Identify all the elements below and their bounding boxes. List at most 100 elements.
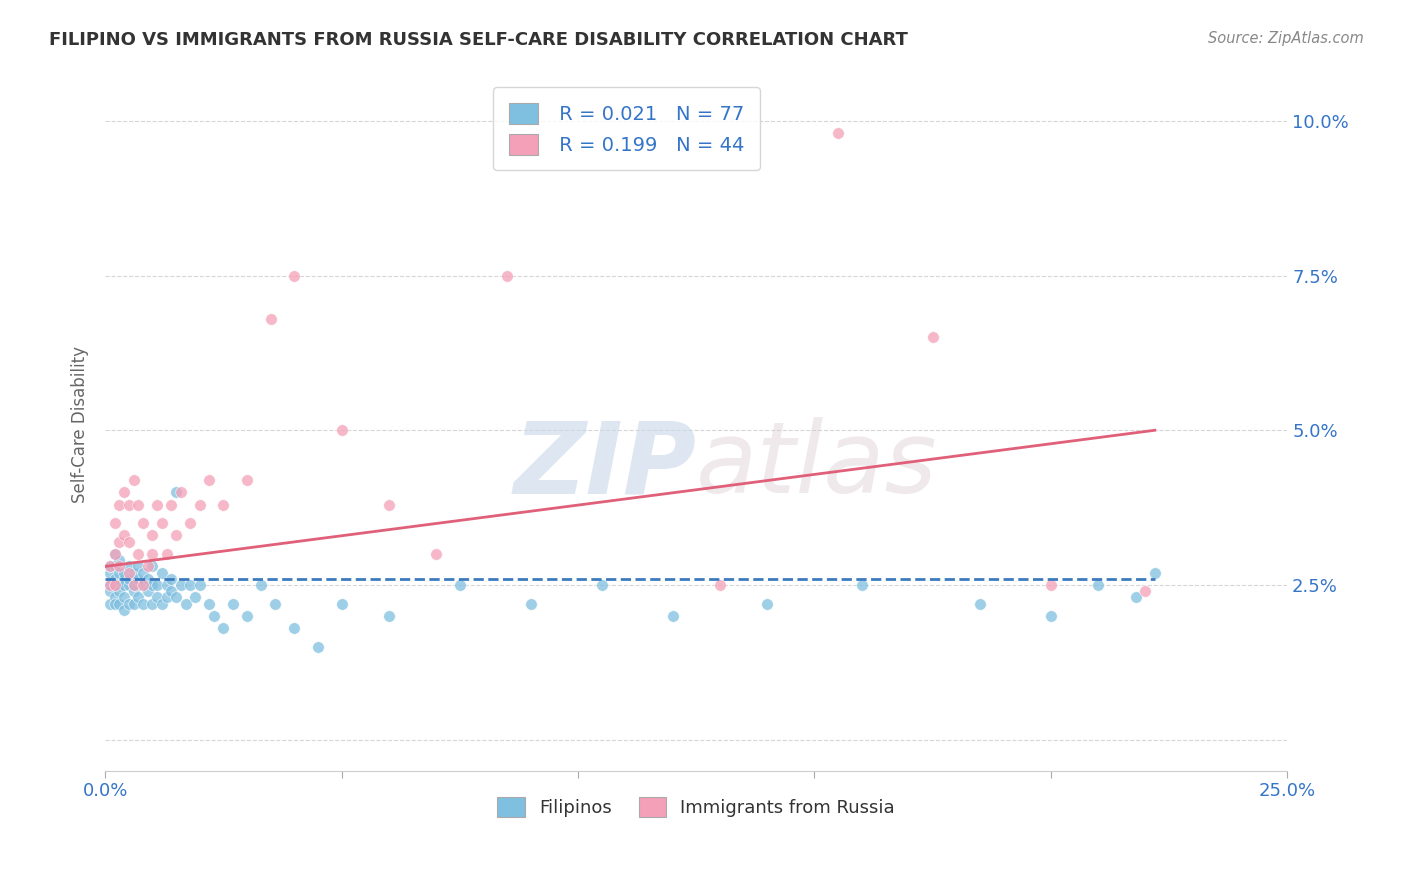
Point (250, 578, 273, 592)
Point (112, 572, 135, 586)
Point (122, 566, 145, 580)
Point (108, 498, 131, 512)
Point (202, 609, 225, 624)
Point (198, 473, 221, 487)
Point (170, 578, 193, 592)
Point (184, 591, 207, 605)
Point (378, 498, 401, 512)
Point (156, 578, 179, 592)
Point (165, 528, 187, 542)
Point (174, 597, 197, 611)
Point (150, 566, 173, 580)
Point (127, 547, 149, 561)
Point (98, 584, 121, 599)
Point (112, 578, 135, 592)
Point (141, 597, 163, 611)
Point (449, 578, 471, 592)
Point (1039, 609, 1062, 624)
Point (283, 621, 305, 635)
Point (1135, 584, 1157, 599)
Point (756, 597, 779, 611)
Point (851, 578, 873, 592)
Point (160, 572, 183, 586)
Point (132, 578, 155, 592)
Point (496, 268, 519, 283)
Point (122, 578, 145, 592)
Text: FILIPINO VS IMMIGRANTS FROM RUSSIA SELF-CARE DISABILITY CORRELATION CHART: FILIPINO VS IMMIGRANTS FROM RUSSIA SELF-… (49, 31, 908, 49)
Point (156, 547, 179, 561)
Point (132, 516, 155, 530)
Point (112, 591, 135, 605)
Point (127, 559, 149, 574)
Point (136, 584, 159, 599)
Point (160, 498, 183, 512)
Point (260, 311, 283, 326)
Point (104, 578, 127, 592)
Point (118, 597, 141, 611)
Point (1087, 578, 1109, 592)
Point (108, 597, 131, 611)
Point (198, 597, 221, 611)
Point (98, 559, 121, 574)
Point (425, 547, 447, 561)
Point (98, 566, 121, 580)
Text: Source: ZipAtlas.com: Source: ZipAtlas.com (1208, 31, 1364, 46)
Point (969, 597, 991, 611)
Point (112, 485, 135, 500)
Point (1039, 578, 1062, 592)
Point (165, 485, 187, 500)
Point (146, 578, 169, 592)
Point (118, 566, 141, 580)
Point (104, 547, 127, 561)
Point (212, 498, 235, 512)
Point (104, 578, 127, 592)
Point (122, 473, 145, 487)
Point (156, 591, 179, 605)
Point (108, 578, 131, 592)
Point (127, 591, 149, 605)
Point (146, 498, 169, 512)
Point (112, 528, 135, 542)
Point (141, 578, 163, 592)
Point (236, 473, 259, 487)
Point (118, 572, 141, 586)
Point (104, 572, 127, 586)
Point (104, 597, 127, 611)
Point (118, 498, 141, 512)
Point (150, 597, 173, 611)
Point (108, 584, 131, 599)
Point (118, 578, 141, 592)
Point (98, 578, 121, 592)
Point (118, 559, 141, 574)
Point (378, 609, 401, 624)
Point (179, 578, 201, 592)
Point (122, 578, 145, 592)
Point (104, 591, 127, 605)
Point (112, 603, 135, 617)
Point (307, 640, 329, 654)
Point (104, 516, 127, 530)
Point (122, 584, 145, 599)
Point (112, 566, 135, 580)
Point (330, 597, 353, 611)
Point (591, 578, 613, 592)
Point (98, 597, 121, 611)
Point (264, 597, 287, 611)
Point (141, 528, 163, 542)
Point (1143, 566, 1166, 580)
Point (330, 423, 353, 437)
Point (1125, 591, 1147, 605)
Point (108, 559, 131, 574)
Point (104, 559, 127, 574)
Point (709, 578, 731, 592)
Point (98, 578, 121, 592)
Point (108, 566, 131, 580)
Point (283, 268, 305, 283)
Point (519, 597, 541, 611)
Point (146, 591, 169, 605)
Point (222, 597, 245, 611)
Point (188, 498, 211, 512)
Point (108, 534, 131, 549)
Legend: Filipinos, Immigrants from Russia: Filipinos, Immigrants from Russia (491, 789, 903, 824)
Point (170, 485, 193, 500)
